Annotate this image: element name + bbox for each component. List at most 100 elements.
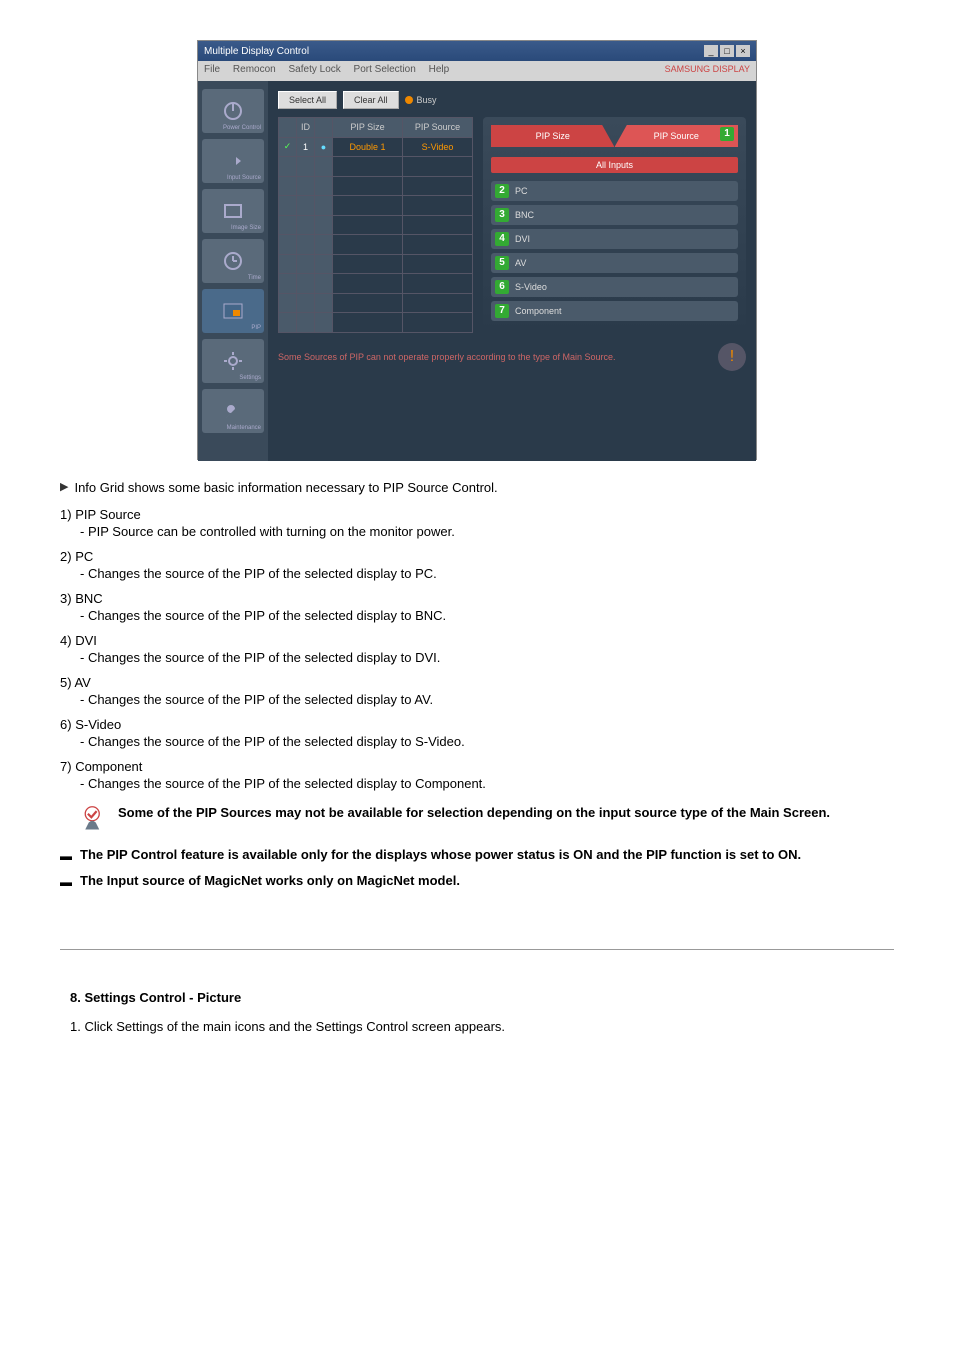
doc-list: ▶ Info Grid shows some basic information…: [60, 480, 894, 889]
input-label: AV: [515, 258, 526, 268]
warning-note: Some of the PIP Sources may not be avail…: [80, 805, 894, 833]
sidebar-item-image-size[interactable]: Image Size: [202, 189, 264, 233]
tab-pip-size[interactable]: PIP Size: [491, 125, 615, 147]
input-label: DVI: [515, 234, 530, 244]
input-item-dvi[interactable]: 4 DVI: [491, 229, 738, 249]
doc-item: 2) PC - Changes the source of the PIP of…: [60, 549, 894, 581]
pip-panel: PIP Size PIP Source 1 All Inputs 2 PC 3 …: [483, 117, 746, 333]
app-body: Power Control Input Source Image Size Ti…: [198, 81, 756, 461]
col-id: ID: [297, 118, 315, 138]
menu-file[interactable]: File: [204, 64, 220, 75]
input-item-svideo[interactable]: 6 S-Video: [491, 277, 738, 297]
sidebar: Power Control Input Source Image Size Ti…: [198, 81, 268, 461]
footer-note: Some Sources of PIP can not operate prop…: [278, 343, 746, 371]
item-num: 3): [60, 591, 72, 606]
sidebar-item-power[interactable]: Power Control: [202, 89, 264, 133]
wrench-icon: [221, 399, 245, 423]
cell-source: S-Video: [403, 137, 473, 157]
sidebar-item-input-source[interactable]: Input Source: [202, 139, 264, 183]
input-item-pc[interactable]: 2 PC: [491, 181, 738, 201]
intro-text: Info Grid shows some basic information n…: [74, 480, 497, 495]
inputs-header: All Inputs: [491, 157, 738, 173]
col-pip-size: PIP Size: [333, 118, 403, 138]
item-desc: - Changes the source of the PIP of the s…: [80, 650, 894, 665]
warning-text: Some of the PIP Sources may not be avail…: [118, 805, 830, 820]
item-title: AV: [74, 675, 90, 690]
arrow-bullet-icon: ▶: [60, 480, 68, 493]
col-pip-source: PIP Source: [403, 118, 473, 138]
clear-all-button[interactable]: Clear All: [343, 91, 399, 109]
grid-row[interactable]: [279, 157, 473, 177]
item-desc: - Changes the source of the PIP of the s…: [80, 776, 894, 791]
input-label: PC: [515, 186, 528, 196]
sidebar-item-time[interactable]: Time: [202, 239, 264, 283]
doc-item: 5) AV - Changes the source of the PIP of…: [60, 675, 894, 707]
item-num: 6): [60, 717, 72, 732]
doc-item: 4) DVI - Changes the source of the PIP o…: [60, 633, 894, 665]
doc-item: 1) PIP Source - PIP Source can be contro…: [60, 507, 894, 539]
input-num: 6: [495, 280, 509, 294]
input-item-av[interactable]: 5 AV: [491, 253, 738, 273]
grid-row[interactable]: [279, 254, 473, 274]
grid-row[interactable]: [279, 196, 473, 216]
grid-row[interactable]: [279, 176, 473, 196]
menu-items: File Remocon Safety Lock Port Selection …: [204, 64, 459, 78]
item-desc: - Changes the source of the PIP of the s…: [80, 566, 894, 581]
input-item-component[interactable]: 7 Component: [491, 301, 738, 321]
tab-marker: 1: [720, 127, 734, 141]
cell-check[interactable]: ✓: [279, 137, 297, 157]
input-num: 5: [495, 256, 509, 270]
grid-row[interactable]: [279, 235, 473, 255]
col-check: [279, 118, 297, 138]
input-label: BNC: [515, 210, 534, 220]
item-title: DVI: [75, 633, 97, 648]
item-title: PC: [75, 549, 93, 564]
menu-remocon[interactable]: Remocon: [233, 64, 276, 75]
item-title: Component: [75, 759, 142, 774]
maximize-icon[interactable]: □: [720, 45, 734, 57]
item-desc: - Changes the source of the PIP of the s…: [80, 734, 894, 749]
grid-row[interactable]: [279, 313, 473, 333]
menu-port-selection[interactable]: Port Selection: [354, 64, 416, 75]
window-title: Multiple Display Control: [204, 46, 309, 57]
select-all-button[interactable]: Select All: [278, 91, 337, 109]
gear-icon: [221, 349, 245, 373]
doc-item: 6) S-Video - Changes the source of the P…: [60, 717, 894, 749]
input-label: S-Video: [515, 282, 547, 292]
note1-text: The PIP Control feature is available onl…: [80, 847, 801, 862]
input-item-bnc[interactable]: 3 BNC: [491, 205, 738, 225]
close-icon[interactable]: ×: [736, 45, 750, 57]
minimize-icon[interactable]: _: [704, 45, 718, 57]
brand-label: SAMSUNG DISPLAY: [665, 64, 750, 78]
main-area: Select All Clear All Busy ID PIP Size PI…: [268, 81, 756, 461]
input-num: 3: [495, 208, 509, 222]
item-num: 7): [60, 759, 72, 774]
item-title: S-Video: [75, 717, 121, 732]
dash-bullet-icon: ▬: [60, 849, 72, 863]
grid-row[interactable]: [279, 293, 473, 313]
busy-indicator: Busy: [405, 95, 437, 105]
sidebar-item-settings[interactable]: Settings: [202, 339, 264, 383]
dash-bullet-icon: ▬: [60, 875, 72, 889]
note2-text: The Input source of MagicNet works only …: [80, 873, 460, 888]
item-title: BNC: [75, 591, 102, 606]
alert-icon: !: [718, 343, 746, 371]
item-title: PIP Source: [75, 507, 141, 522]
tab-pip-source-label: PIP Source: [654, 131, 699, 141]
tab-pip-source[interactable]: PIP Source 1: [615, 125, 739, 147]
bold-note-1: ▬ The PIP Control feature is available o…: [60, 847, 894, 863]
doc-intro: ▶ Info Grid shows some basic information…: [60, 480, 894, 495]
busy-dot-icon: [405, 96, 413, 104]
grid-row[interactable]: [279, 274, 473, 294]
sidebar-item-pip[interactable]: PIP: [202, 289, 264, 333]
col-status: [315, 118, 333, 138]
input-label: Component: [515, 306, 562, 316]
item-desc: - Changes the source of the PIP of the s…: [80, 608, 894, 623]
menu-safety-lock[interactable]: Safety Lock: [289, 64, 341, 75]
divider: [60, 949, 894, 950]
item-num: 4): [60, 633, 72, 648]
grid-row[interactable]: ✓ 1 ● Double 1 S-Video: [279, 137, 473, 157]
sidebar-item-maintenance[interactable]: Maintenance: [202, 389, 264, 433]
grid-row[interactable]: [279, 215, 473, 235]
menu-help[interactable]: Help: [429, 64, 450, 75]
